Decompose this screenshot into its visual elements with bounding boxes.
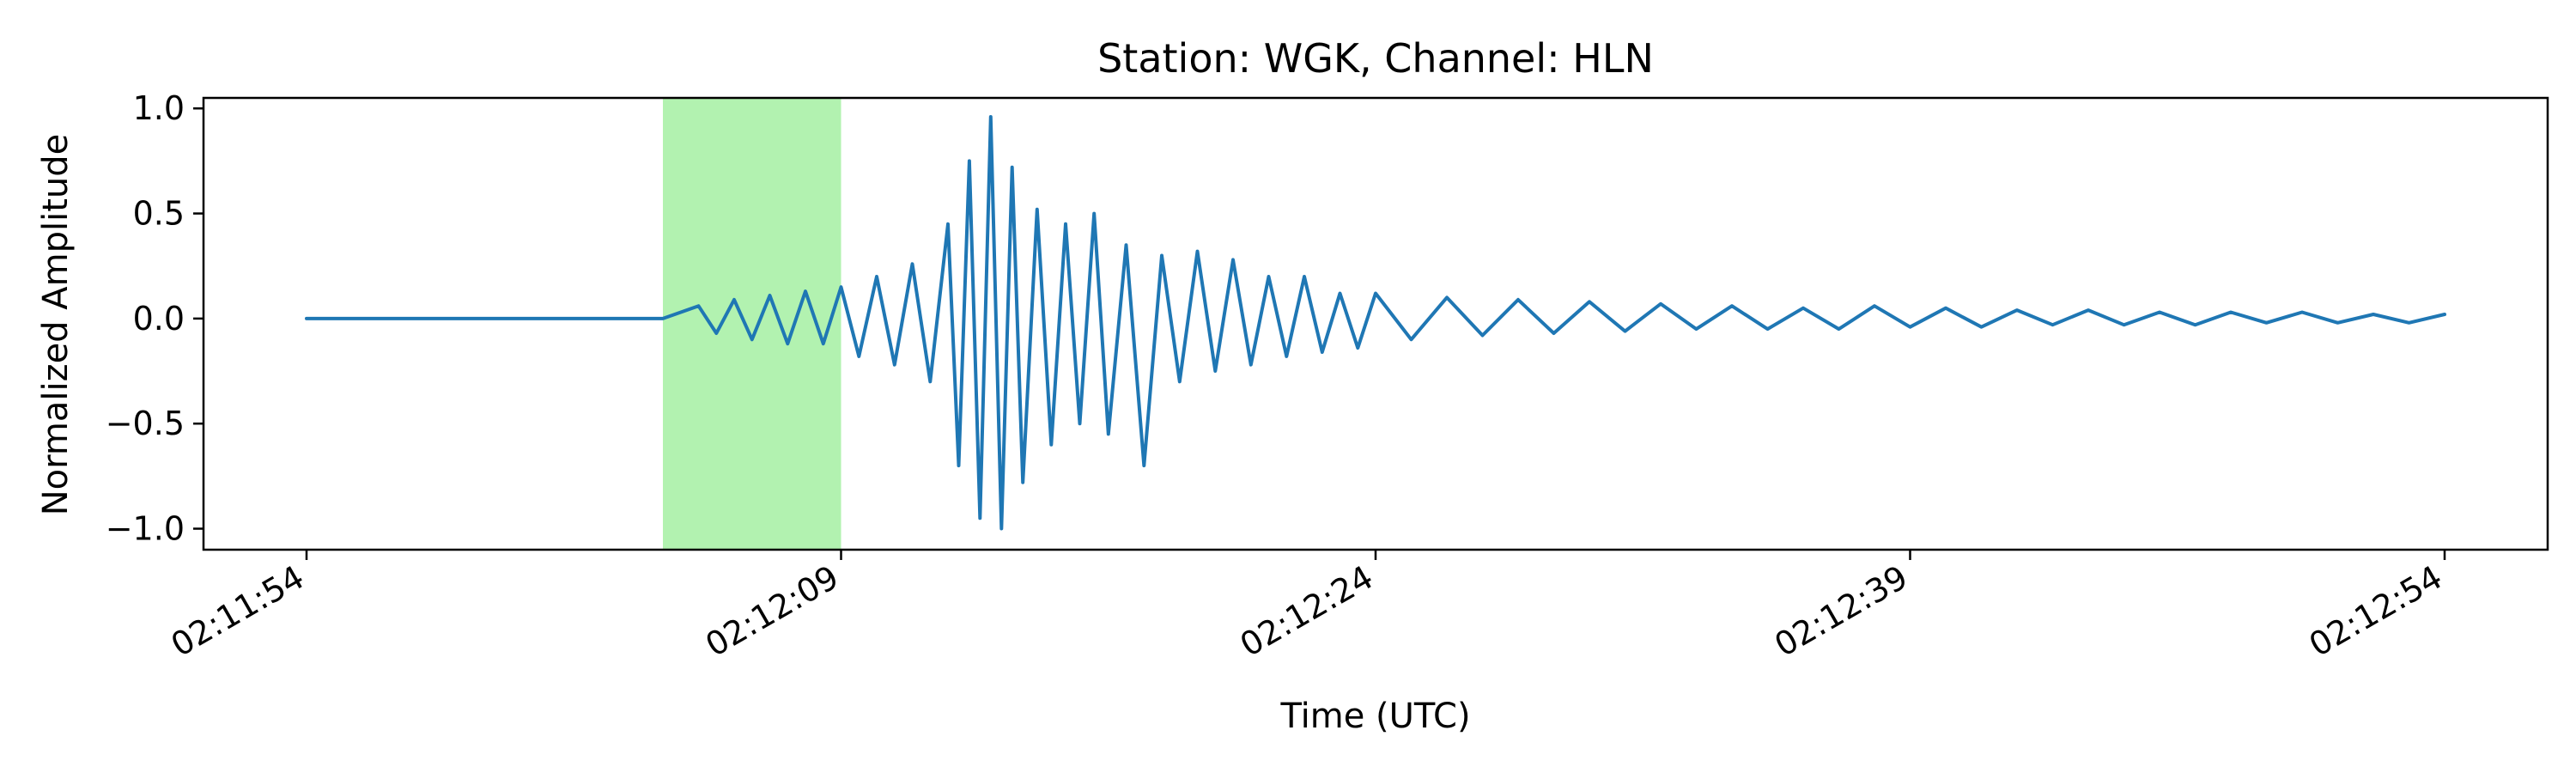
y-tick-label-0: 1.0: [133, 89, 185, 127]
highlight-window: [663, 98, 841, 550]
x-tick-label-1: 02:12:09: [699, 558, 845, 664]
x-tick-label-0: 02:11:54: [165, 558, 311, 664]
x-axis-label: Time (UTC): [1279, 697, 1470, 736]
plot-area: 1.0 0.5 0.0 −0.5 −1.0 02:11:54 02:12:09 02:12:2…: [106, 89, 2549, 664]
y-tick-label-2: 0.0: [133, 300, 185, 338]
series-line-0: [305, 115, 2446, 531]
y-tick-label-4: −1.0: [106, 510, 185, 548]
y-tick-label-1: 0.5: [133, 195, 185, 233]
x-tick-label-3: 02:12:39: [1768, 558, 1914, 664]
x-tick-label-4: 02:12:54: [2303, 558, 2449, 664]
chart-title: Station: WGK, Channel: HLN: [1097, 35, 1654, 82]
x-tick-label-2: 02:12:24: [1234, 558, 1380, 664]
y-axis-label: Normalized Amplitude: [36, 134, 76, 516]
y-tick-label-3: −0.5: [106, 405, 185, 442]
